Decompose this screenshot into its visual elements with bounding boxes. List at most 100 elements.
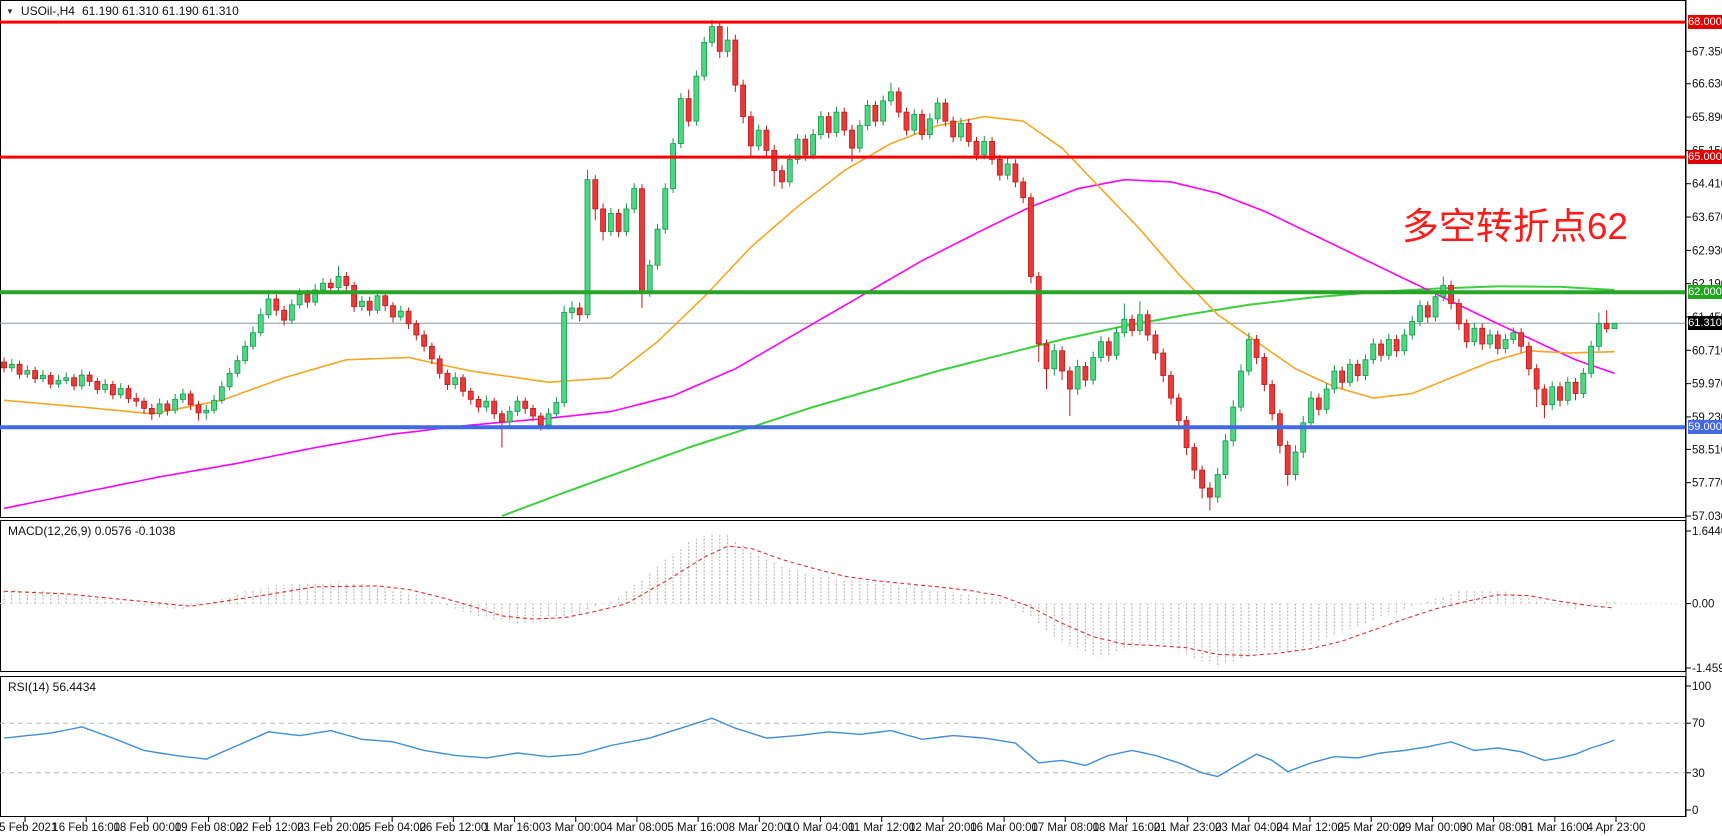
candle-down	[281, 309, 287, 321]
macd-signal-line	[3, 545, 1615, 657]
candle-down	[1012, 163, 1019, 183]
candle-up	[514, 400, 521, 412]
candle-down	[732, 39, 739, 86]
candle-up	[958, 122, 964, 138]
price-badge-62.000: 62.000	[1688, 285, 1722, 300]
candle-up	[662, 188, 669, 230]
candle-down	[1448, 285, 1454, 304]
candle-down	[444, 372, 451, 385]
candle-up	[926, 118, 933, 136]
price-badge-61.310: 61.310	[1688, 316, 1722, 331]
price-axis-label: 63.670	[1692, 212, 1722, 224]
candle-down	[110, 384, 116, 396]
candle-up	[1487, 334, 1493, 345]
candle-down	[1424, 305, 1431, 318]
time-axis-label: 10 Mar 04:00	[787, 822, 855, 834]
candle-up	[226, 372, 233, 388]
candle-up	[218, 386, 225, 401]
candle-down	[491, 400, 498, 415]
candle-down	[187, 393, 194, 406]
candle-up	[934, 102, 941, 120]
candle-down	[841, 111, 848, 131]
time-axis-label: 23 Feb 20:00	[297, 822, 365, 834]
candle-up	[320, 282, 326, 291]
chevron-down-icon[interactable]: ▼	[6, 6, 14, 16]
candle-up	[880, 100, 887, 122]
chart-title-bar[interactable]: ▼ USOil-,H4 61.190 61.310 61.190 61.310	[6, 4, 239, 18]
annotation-text: 多空转折点62	[1401, 206, 1628, 247]
candle-down	[16, 363, 23, 375]
candle-up	[1214, 474, 1221, 498]
candle-down	[1168, 375, 1174, 399]
candle-up	[1245, 339, 1252, 372]
candle-down	[351, 285, 358, 308]
candle-down	[413, 323, 420, 336]
time-axis-label: 16 Feb 16:00	[52, 822, 120, 834]
candle-up	[1292, 451, 1299, 475]
time-axis-label: 15 Feb 2021	[0, 822, 57, 834]
candle-down	[1059, 350, 1065, 372]
candle-up	[1098, 341, 1104, 358]
candle-up	[483, 400, 490, 408]
symbol-timeframe-label: USOil-,H4	[20, 4, 75, 18]
price-axis-label: 57.030	[1692, 511, 1722, 523]
candle-down	[428, 345, 435, 360]
candle-down	[94, 380, 101, 390]
price-badge-59.000: 59.000	[1688, 420, 1722, 435]
candle-down	[1541, 388, 1548, 406]
candle-down	[1152, 334, 1159, 354]
candle-down	[1354, 363, 1361, 376]
candle-down	[849, 129, 855, 149]
price-axis-label: 58.510	[1692, 444, 1722, 456]
time-axis-label: 4 Apr 23:00	[1587, 822, 1646, 834]
time-axis-label: 23 Mar 04:00	[1215, 822, 1283, 834]
candle-up	[24, 370, 31, 375]
candle-up	[1362, 359, 1369, 376]
candle-up	[1385, 339, 1392, 356]
time-axis-label: 4 Mar 08:00	[606, 822, 667, 834]
ma-mid-magenta	[3, 178, 1615, 510]
candle-up	[1611, 322, 1618, 330]
candle-up	[1121, 318, 1128, 334]
candle-down	[1284, 444, 1291, 475]
candle-down	[1494, 334, 1501, 349]
candle-down	[1035, 276, 1042, 345]
macd-axis-label: 0.00	[1692, 599, 1714, 611]
candle-down	[71, 377, 77, 387]
candle-down	[996, 158, 1003, 176]
candle-up	[265, 298, 272, 316]
time-axis-label: 31 Mar 16:00	[1521, 822, 1589, 834]
candle-up	[584, 179, 591, 316]
time-axis-label: 22 Feb 12:00	[236, 822, 304, 834]
time-axis-label: 18 Feb 00:00	[113, 822, 181, 834]
candle-down	[1261, 357, 1268, 385]
candle-up	[55, 380, 62, 385]
price-axis-label: 64.410	[1692, 179, 1722, 191]
time-axis-label: 17 Mar 08:00	[1031, 822, 1099, 834]
rsi-axis-label: 70	[1692, 718, 1705, 730]
candle-down	[1277, 413, 1283, 446]
candle-up	[1331, 370, 1338, 390]
candle-up	[693, 75, 700, 122]
candle-down	[825, 116, 832, 133]
candle-down	[327, 282, 334, 289]
candle-down	[1105, 341, 1112, 356]
candle-down	[1082, 366, 1089, 381]
candle-down	[537, 415, 544, 426]
candle-down	[343, 276, 350, 286]
candle-up	[623, 208, 630, 232]
candle-up	[1549, 386, 1556, 406]
candle-up	[670, 143, 676, 190]
rsi-indicator-label: RSI(14) 56.4434	[8, 680, 97, 694]
candle-up	[1432, 296, 1439, 318]
candle-down	[304, 294, 311, 303]
candle-up	[1300, 422, 1307, 453]
candle-up	[1580, 372, 1587, 394]
candle-down	[1479, 327, 1486, 345]
candle-down	[942, 102, 949, 122]
rsi-pane-border	[0, 676, 1686, 817]
time-axis-label: 12 Mar 20:00	[909, 822, 977, 834]
candle-down	[802, 138, 809, 156]
candle-down	[771, 149, 778, 172]
